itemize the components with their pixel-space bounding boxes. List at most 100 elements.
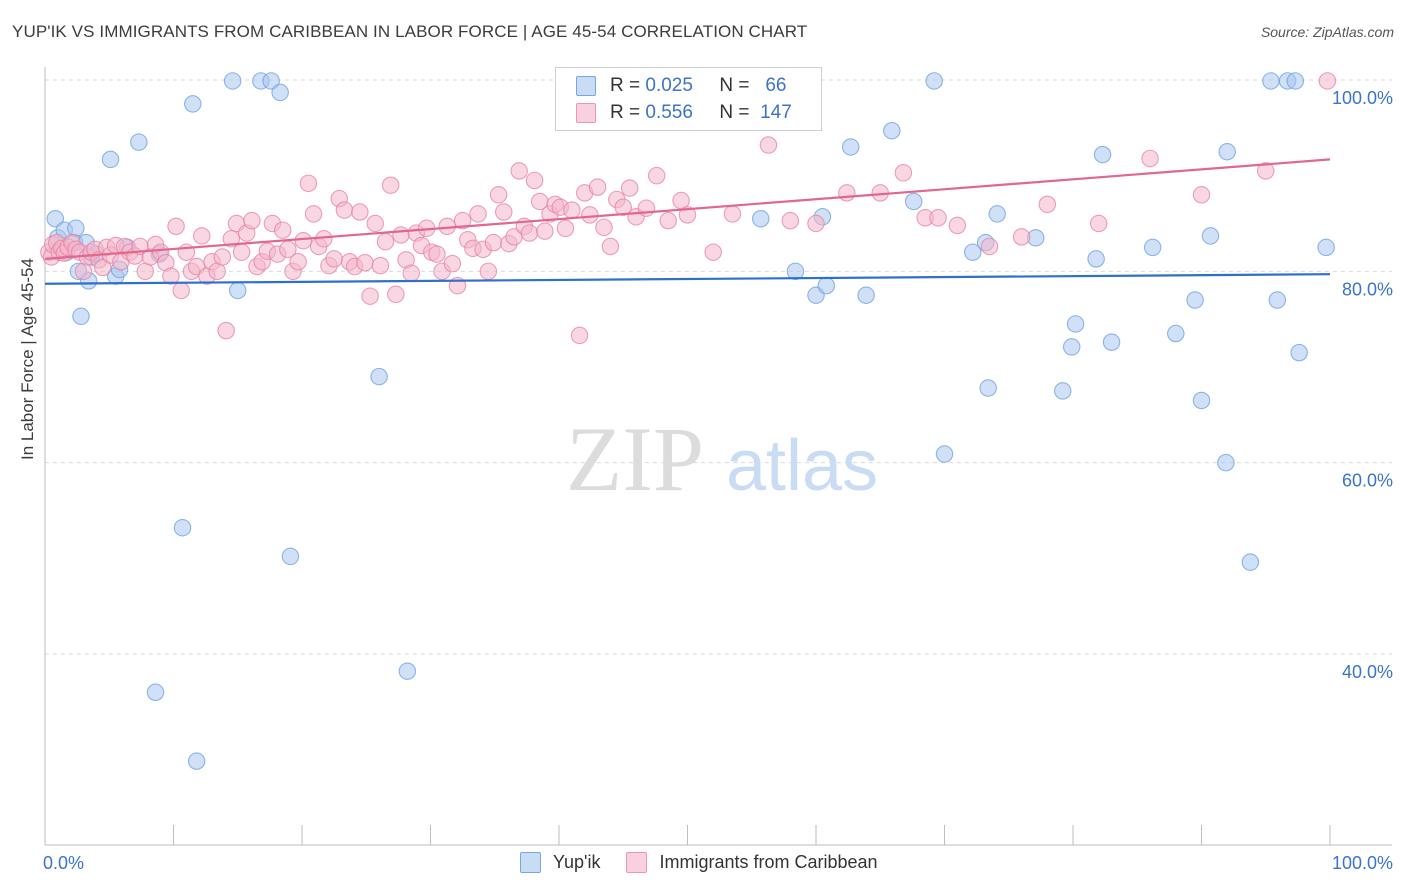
y-tick-label: 80.0% <box>1342 279 1393 299</box>
data-point <box>570 326 589 345</box>
data-point <box>223 72 242 90</box>
data-point <box>948 216 967 235</box>
data-point <box>94 258 112 277</box>
data-point <box>563 201 581 219</box>
data-point <box>229 281 247 300</box>
data-point <box>637 199 656 217</box>
data-point <box>370 367 388 386</box>
y-tick-label: 40.0% <box>1342 662 1393 682</box>
data-point <box>1141 149 1159 168</box>
data-point <box>371 256 390 275</box>
data-point <box>489 186 508 204</box>
bottom-legend-swatch-caribbean <box>626 852 648 873</box>
data-point <box>484 233 503 252</box>
data-point <box>525 171 544 190</box>
data-point <box>1290 343 1308 362</box>
legend-row-yupik: R = 0.025 N = 66 <box>576 74 786 98</box>
data-point <box>647 166 666 185</box>
data-point <box>479 262 498 281</box>
data-point <box>678 206 697 224</box>
y-axis-label: In Labor Force | Age 45-54 <box>18 258 37 460</box>
data-point <box>335 201 354 219</box>
data-point <box>1089 214 1108 233</box>
data-point <box>556 219 575 238</box>
data-point <box>723 205 742 223</box>
data-point <box>387 285 405 304</box>
legend-r-label: R = <box>610 102 641 123</box>
data-point <box>1087 250 1105 268</box>
data-point <box>1038 195 1057 214</box>
data-point <box>751 209 770 228</box>
data-point <box>366 214 384 233</box>
data-point <box>614 198 632 216</box>
data-point <box>1053 382 1072 400</box>
data-point <box>402 264 420 282</box>
data-point <box>520 224 539 242</box>
legend-row-caribbean: R = 0.556 N = 147 <box>576 101 792 125</box>
data-point <box>1186 291 1204 309</box>
data-point <box>1102 333 1121 351</box>
data-point <box>1262 72 1280 90</box>
data-point <box>392 226 410 244</box>
data-point <box>1217 453 1235 472</box>
data-point <box>588 178 607 196</box>
data-point <box>935 445 954 463</box>
data-point <box>817 276 836 295</box>
bottom-legend-label: Immigrants from Caribbean <box>659 852 878 872</box>
data-point <box>130 133 148 151</box>
bottom-legend-label: Yup'ik <box>553 852 601 872</box>
data-point <box>184 95 202 113</box>
data-point <box>381 176 400 194</box>
data-point <box>162 267 180 285</box>
data-point <box>1093 145 1112 164</box>
bottom-legend-swatch-yupik <box>520 852 541 873</box>
data-point <box>807 214 825 233</box>
data-point <box>620 179 639 197</box>
data-point <box>273 221 292 239</box>
data-point <box>243 211 261 230</box>
data-point <box>704 243 722 261</box>
chart-title: YUP'IK VS IMMIGRANTS FROM CARIBBEAN IN L… <box>12 22 808 41</box>
x-tick-label: 100.0% <box>1332 853 1393 873</box>
data-point <box>925 72 943 90</box>
watermark: ZIP atlas <box>566 408 878 510</box>
data-point <box>510 162 528 180</box>
legend-n-label: N = <box>719 75 750 96</box>
bottom-legend-yupik: Yup'ik <box>520 852 600 873</box>
bottom-legend: Yup'ik Immigrants from Caribbean <box>520 852 904 873</box>
data-point <box>894 164 913 182</box>
data-point <box>964 243 982 261</box>
data-point <box>595 218 613 237</box>
data-point <box>786 262 805 281</box>
data-point <box>453 211 472 230</box>
legend-n-label: N = <box>719 102 750 123</box>
legend-n-value: 66 <box>765 75 787 96</box>
data-point <box>1318 72 1337 90</box>
data-point <box>469 205 487 223</box>
data-point <box>904 192 923 211</box>
axes <box>44 67 1392 846</box>
data-point <box>1167 324 1185 343</box>
data-point <box>883 121 901 140</box>
data-point <box>193 227 211 245</box>
data-point <box>759 136 778 154</box>
data-point <box>536 222 554 240</box>
data-point <box>841 138 860 156</box>
data-point <box>281 547 300 566</box>
data-point <box>187 752 206 770</box>
data-point <box>361 287 379 305</box>
data-point <box>72 307 90 326</box>
trend-lines <box>44 158 1331 285</box>
data-point <box>601 237 620 256</box>
watermark-zip: ZIP <box>566 408 704 510</box>
data-point <box>222 230 241 248</box>
data-point <box>46 209 65 228</box>
data-point <box>988 205 1006 223</box>
legend-r-value: 0.025 <box>645 75 693 96</box>
data-point <box>398 662 417 680</box>
legend-swatch-yupik <box>576 76 596 96</box>
data-point <box>299 174 318 193</box>
tick-labels: 40.0% 60.0% 80.0% 100.0% 0.0% 100.0% <box>43 88 1393 873</box>
trend-line-yupik <box>44 273 1331 285</box>
